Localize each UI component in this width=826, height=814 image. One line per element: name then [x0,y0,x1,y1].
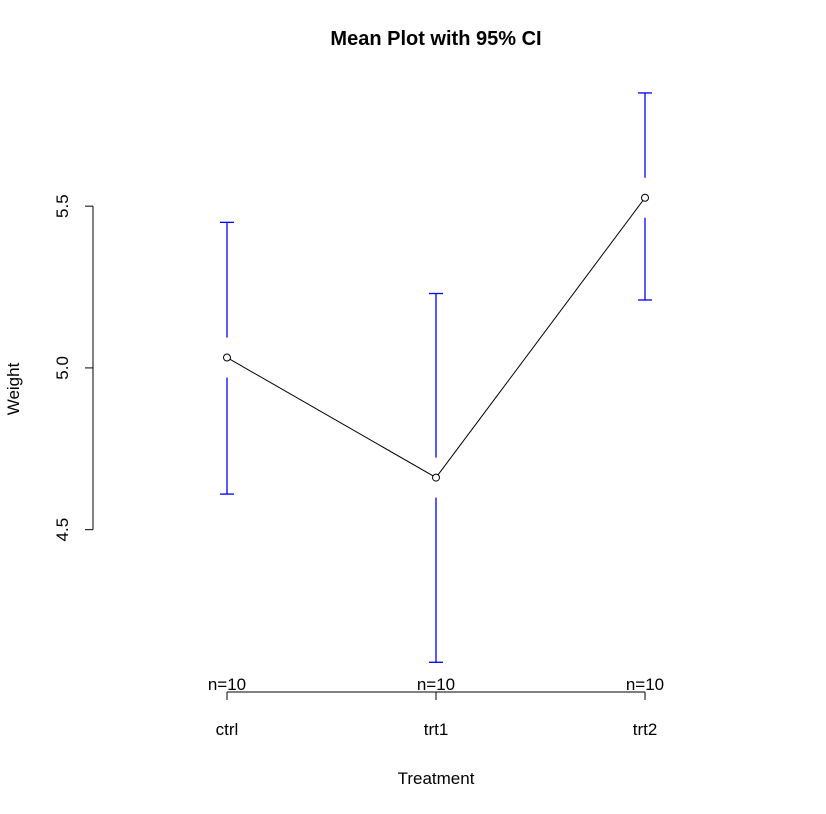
x-tick-label-trt1: trt1 [424,720,449,739]
chart-title: Mean Plot with 95% CI [330,28,541,50]
y-tick-label: 5.0 [53,356,72,380]
error-bar-trt1 [429,292,443,663]
error-bar-ctrl [220,221,234,495]
n-label-trt2: n=10 [626,675,664,694]
y-axis-label: Weight [4,362,23,415]
mean-point-ctrl [223,353,231,362]
y-tick-label: 4.5 [53,518,72,542]
n-label-ctrl: n=10 [208,675,246,694]
error-bar-trt2 [638,92,652,301]
x-tick-label-ctrl: ctrl [216,720,239,739]
y-tick-label: 5.5 [53,194,72,218]
n-label-trt1: n=10 [417,675,455,694]
x-tick-label-trt2: trt2 [633,720,658,739]
n-labels: n=10 n=10 n=10 [208,675,664,694]
error-bars [220,92,652,663]
x-axis: ctrl trt1 trt2 [216,691,658,739]
mean-point-trt2 [641,193,649,202]
x-axis-label: Treatment [398,769,475,788]
mean-point-trt1 [432,473,440,482]
y-axis: 4.5 5.0 5.5 [53,194,94,542]
mean-points [223,193,649,482]
